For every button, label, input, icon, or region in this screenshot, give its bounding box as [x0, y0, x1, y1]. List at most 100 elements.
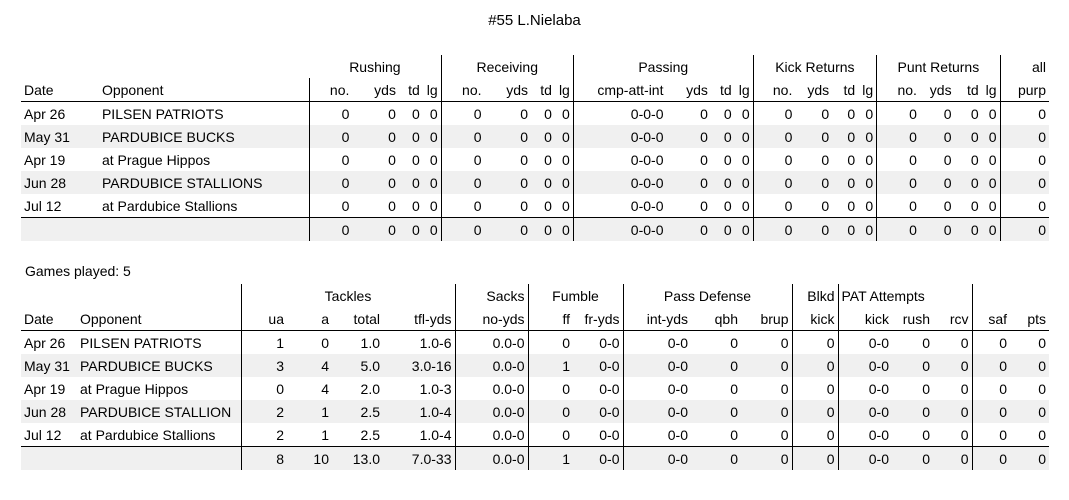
table-cell: 0: [411, 197, 420, 214]
group-tackles: Tackles: [241, 284, 456, 307]
table-cell: 0: [753, 171, 796, 194]
table-cell: 0: [700, 151, 708, 168]
table-cell: 0: [352, 125, 399, 148]
table-cell: 0: [741, 423, 793, 447]
total-cell: 0: [691, 446, 741, 470]
table-cell: 0-0-0: [630, 105, 664, 122]
column-header: fr-yds: [573, 307, 624, 331]
table-cell: 0: [792, 330, 839, 354]
total-cell: 0: [919, 217, 955, 241]
table-cell: 0: [562, 334, 570, 351]
total-cell: 0: [795, 217, 833, 241]
table-cell: 0: [730, 334, 738, 351]
column-header: yds: [484, 78, 532, 102]
table-cell: 1.0-4: [383, 423, 456, 447]
table-cell: 0: [1038, 197, 1046, 214]
table-cell: 0: [933, 423, 973, 447]
table-cell: 0-0: [573, 400, 624, 423]
table-cell: 0: [832, 125, 859, 148]
table-cell: 0: [999, 380, 1008, 397]
column-header: tfl-yds: [383, 307, 456, 331]
table-cell: 0: [970, 151, 979, 168]
table-cell: Jul 12: [24, 426, 62, 443]
column-header: pts: [1010, 307, 1050, 331]
group-fumble: Fumble: [528, 284, 624, 307]
table-cell: 0-0: [573, 354, 624, 377]
table-cell: 1: [528, 354, 573, 377]
total-cell: 0: [441, 217, 485, 241]
table-cell: 0: [411, 151, 420, 168]
table-cell: 0: [544, 197, 552, 214]
table-cell: 0: [999, 426, 1008, 443]
table-cell: 0: [821, 105, 830, 122]
column-header: a: [287, 307, 332, 331]
table-cell: 0: [954, 125, 982, 148]
column-header: yds: [795, 78, 833, 102]
table-cell: 0: [1010, 354, 1050, 377]
total-cell: 0: [1010, 446, 1050, 470]
table-cell: 1.0: [360, 334, 380, 351]
table-cell: May 31: [21, 125, 99, 148]
table-row: Apr 26 PILSEN PATRIOTS 1 0 1.0 1.0-6 0.0-0 0 0-0…: [21, 330, 1049, 354]
column-header: no.: [309, 78, 353, 102]
table-cell: 2.0: [360, 380, 380, 397]
table-cell: 0: [276, 380, 284, 397]
table-cell: 0-0: [573, 423, 624, 447]
table-row: May 31 PARDUBICE BUCKS 3 4 5.0 3.0-16 0.0-0 1 0-…: [21, 354, 1050, 377]
table-cell: 0-0-0: [573, 125, 667, 148]
column-header: qbh: [691, 307, 741, 331]
table-cell: 0-0-0: [630, 197, 664, 214]
total-cell: 0: [1000, 217, 1049, 241]
column-header: rush: [892, 307, 933, 331]
table-cell: 0: [792, 354, 839, 377]
group-passing: Passing: [573, 55, 754, 78]
column-header: Date: [21, 307, 77, 331]
table-cell: 0: [1000, 171, 1049, 194]
table-cell: Jun 28: [21, 400, 77, 423]
table-cell: 0: [792, 400, 839, 423]
total-cell: 0: [741, 446, 793, 470]
table-cell: 0: [398, 171, 423, 194]
table-cell: 0: [792, 377, 839, 400]
table-cell: 0.0-0: [455, 423, 529, 447]
table-cell: 0.0-0: [455, 377, 529, 400]
table-cell: 0: [554, 194, 574, 218]
column-header: kick: [838, 307, 892, 331]
table-cell: 0: [858, 171, 878, 194]
group-rushing: Rushing: [309, 55, 442, 78]
table-cell: 0: [473, 197, 482, 214]
column-header: brup: [741, 307, 793, 331]
column-header: ua: [241, 307, 287, 331]
table-cell: 0: [484, 171, 532, 194]
table-cell: 0: [970, 197, 979, 214]
table-cell: 0: [919, 171, 955, 194]
table-cell: 0: [411, 105, 420, 122]
table-cell: 0: [388, 197, 396, 214]
offense-group-header-row: Rushing Receiving Passing Kick Returns P…: [21, 55, 1049, 78]
defense-stats-table: Tackles Sacks Fumble Pass Defense Blkd P…: [21, 284, 1050, 470]
table-cell: 0: [700, 105, 708, 122]
table-cell: 0: [981, 148, 1001, 171]
table-cell: 0: [1010, 400, 1050, 423]
table-cell: 0: [691, 354, 741, 377]
table-cell: 0: [933, 400, 973, 423]
table-cell: 0: [784, 197, 793, 214]
table-cell: 0-0: [573, 330, 624, 354]
offense-column-header-row: Date Opponent no. yds td lg no. yds td lg cmp-att-…: [21, 78, 1049, 102]
column-header: cmp-att-int: [573, 78, 667, 102]
table-cell: 0: [922, 334, 930, 351]
group-pass-defense: Pass Defense: [623, 284, 793, 307]
table-cell: 0: [309, 125, 353, 148]
total-cell: 0: [352, 217, 399, 241]
total-cell: 0: [531, 217, 555, 241]
table-cell: 5.0: [332, 354, 383, 377]
table-cell: 1.0-6: [383, 330, 456, 354]
column-header: no.: [753, 78, 796, 102]
table-cell: 3.0-16: [383, 354, 456, 377]
table-cell: 0.0-0: [455, 354, 529, 377]
table-row: Jul 12 at Pardubice Stallions 2 1 2.5 1.0-4 0.…: [21, 423, 1049, 447]
table-cell: 0: [981, 171, 1001, 194]
column-header: saf: [972, 307, 1011, 331]
table-cell: 0: [700, 197, 708, 214]
table-cell: 4: [321, 380, 329, 397]
